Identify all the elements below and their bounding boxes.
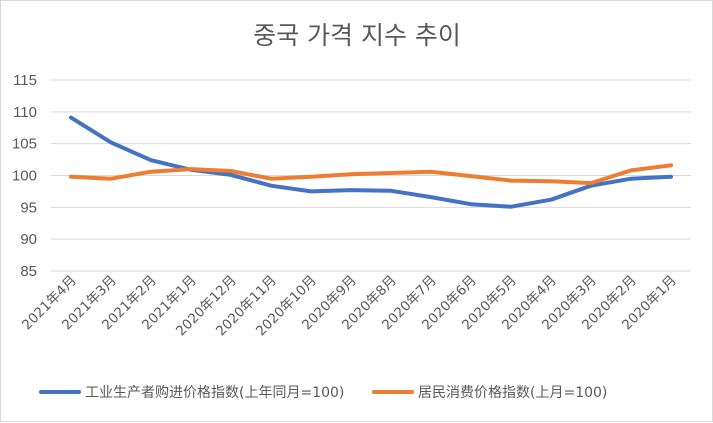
data-point <box>629 177 633 181</box>
data-point <box>309 189 313 193</box>
data-point <box>509 205 513 209</box>
y-tick-label: 110 <box>13 104 37 121</box>
data-point <box>509 179 513 183</box>
legend: 工业生产者购进价格指数(上年同月=100) 居民消费价格指数(上月=100) <box>39 385 607 401</box>
data-point <box>229 173 233 177</box>
y-tick-label: 90 <box>20 231 37 248</box>
legend-label: 居民消费价格指数(上月=100) <box>418 385 607 401</box>
data-point <box>669 163 673 167</box>
data-point <box>389 189 393 193</box>
data-point <box>269 184 273 188</box>
gridlines <box>51 79 691 272</box>
data-point <box>69 175 73 179</box>
legend-label: 工业生产者购进价格指数(上年同月=100) <box>85 385 344 401</box>
series-line-1 <box>69 115 673 209</box>
y-tick-label: 95 <box>20 199 37 216</box>
y-axis-ticks: 85 90 95 100 105 110 115 <box>12 72 37 280</box>
data-point <box>349 188 353 192</box>
series-line-2 <box>69 163 673 186</box>
data-point <box>229 169 233 173</box>
data-point <box>349 172 353 176</box>
y-tick-label: 100 <box>12 168 37 185</box>
chart-title: 중국 가격 지수 추이 <box>253 21 461 50</box>
data-point <box>109 177 113 181</box>
y-tick-label: 115 <box>13 72 37 89</box>
data-point <box>189 167 193 171</box>
x-axis-ticks: 2021年4月2021年3月2021年2月2021年1月2020年12月2020… <box>19 273 680 340</box>
data-point <box>69 116 73 120</box>
series-lines <box>69 115 673 209</box>
data-point <box>109 140 113 144</box>
y-tick-label: 85 <box>20 263 37 280</box>
data-point <box>309 175 313 179</box>
data-point <box>549 179 553 183</box>
data-point <box>429 195 433 199</box>
data-point <box>589 181 593 185</box>
y-tick-label: 105 <box>12 136 37 153</box>
data-point <box>669 175 673 179</box>
data-point <box>149 170 153 174</box>
data-point <box>429 170 433 174</box>
data-point <box>469 174 473 178</box>
data-point <box>549 198 553 202</box>
data-point <box>629 168 633 172</box>
data-point <box>149 158 153 162</box>
data-point <box>269 177 273 181</box>
data-point <box>389 171 393 175</box>
data-point <box>469 202 473 206</box>
